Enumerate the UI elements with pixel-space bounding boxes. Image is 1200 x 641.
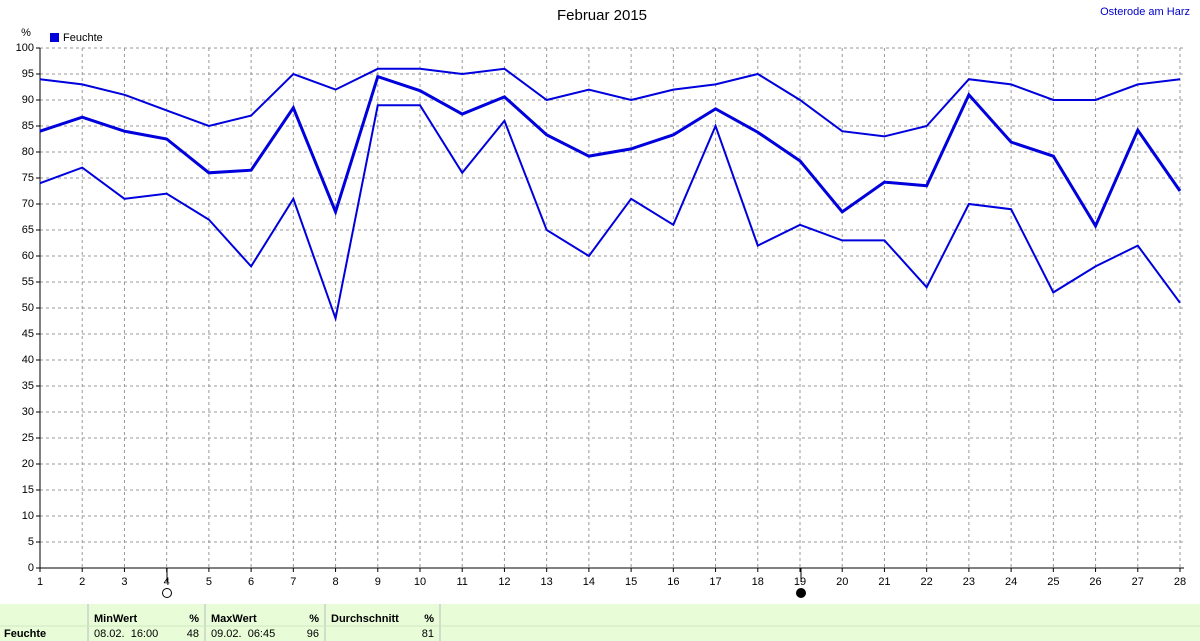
column-value: 81 — [422, 628, 434, 640]
line-series — [39, 74, 1182, 230]
column-value: 48 — [187, 628, 199, 640]
column-time: 09.02. 06:45 — [211, 628, 275, 640]
y-tick-label: 15 — [22, 484, 34, 496]
y-tick-label: 35 — [22, 380, 34, 392]
x-tick-label: 12 — [498, 576, 510, 588]
y-tick-label: 65 — [22, 224, 34, 236]
x-tick-label: 25 — [1047, 576, 1059, 588]
x-tick-label: 13 — [541, 576, 553, 588]
x-tick-label: 1 — [37, 576, 43, 588]
x-tick-label: 15 — [625, 576, 637, 588]
x-tick-label: 24 — [1005, 576, 1017, 588]
x-tick-label: 17 — [709, 576, 721, 588]
y-tick-label: 5 — [28, 536, 34, 548]
y-tick-label: 45 — [22, 328, 34, 340]
legend-swatch — [50, 33, 59, 42]
column-header: MaxWert — [211, 613, 257, 625]
x-tick-label: 8 — [332, 576, 338, 588]
column-unit: % — [309, 613, 319, 625]
y-tick-label: 100 — [16, 42, 34, 54]
y-tick-label: 50 — [22, 302, 34, 314]
y-tick-label: 60 — [22, 250, 34, 262]
x-tick-label: 19 — [794, 576, 806, 588]
x-tick-label: 10 — [414, 576, 426, 588]
y-tick-label: 20 — [22, 458, 34, 470]
moon-icon — [162, 588, 172, 598]
column-header: MinWert — [94, 613, 138, 625]
x-tick-label: 22 — [921, 576, 933, 588]
location: Osterode am Harz — [1100, 6, 1190, 18]
x-tick-label: 4 — [164, 576, 170, 588]
x-tick-label: 3 — [121, 576, 127, 588]
x-tick-label: 7 — [290, 576, 296, 588]
y-tick-label: 0 — [28, 562, 34, 574]
summary-table: Feuchte MinWert % 08.02. 16:00 48 MaxWert % 09.… — [0, 604, 1200, 641]
summary-label: Feuchte — [4, 628, 46, 640]
y-tick-label: 75 — [22, 172, 34, 184]
line-series — [39, 67, 1181, 138]
x-tick-label: 27 — [1132, 576, 1144, 588]
line-series — [39, 104, 1181, 323]
column-value: 96 — [307, 628, 319, 640]
x-tick-label: 23 — [963, 576, 975, 588]
y-tick-label: 80 — [22, 146, 34, 158]
x-tick-label: 28 — [1174, 576, 1186, 588]
y-axis-label: % — [21, 27, 31, 39]
y-tick-label: 70 — [22, 198, 34, 210]
x-tick-label: 2 — [79, 576, 85, 588]
y-tick-label: 95 — [22, 68, 34, 80]
x-tick-label: 18 — [752, 576, 764, 588]
x-tick-label: 9 — [375, 576, 381, 588]
x-tick-label: 26 — [1089, 576, 1101, 588]
x-tick-label: 11 — [457, 576, 468, 588]
y-tick-label: 85 — [22, 120, 34, 132]
y-tick-label: 25 — [22, 432, 34, 444]
column-unit: % — [424, 613, 434, 625]
y-tick-label: 10 — [22, 510, 34, 522]
x-tick-label: 16 — [667, 576, 679, 588]
x-tick-label: 6 — [248, 576, 254, 588]
x-tick-label: 14 — [583, 576, 595, 588]
moon-icon — [796, 588, 806, 598]
summary-panel — [0, 604, 1200, 641]
column-unit: % — [189, 613, 199, 625]
y-tick-label: 55 — [22, 276, 34, 288]
column-header: Durchschnitt — [331, 613, 399, 625]
x-tick-label: 20 — [836, 576, 848, 588]
x-tick-label: 21 — [878, 576, 890, 588]
y-tick-label: 90 — [22, 94, 34, 106]
column-time: 08.02. 16:00 — [94, 628, 158, 640]
x-tick-label: 5 — [206, 576, 212, 588]
y-tick-label: 30 — [22, 406, 34, 418]
y-tick-label: 40 — [22, 354, 34, 366]
legend-label: Feuchte — [63, 32, 103, 44]
chart-title: Februar 2015 — [557, 7, 647, 24]
